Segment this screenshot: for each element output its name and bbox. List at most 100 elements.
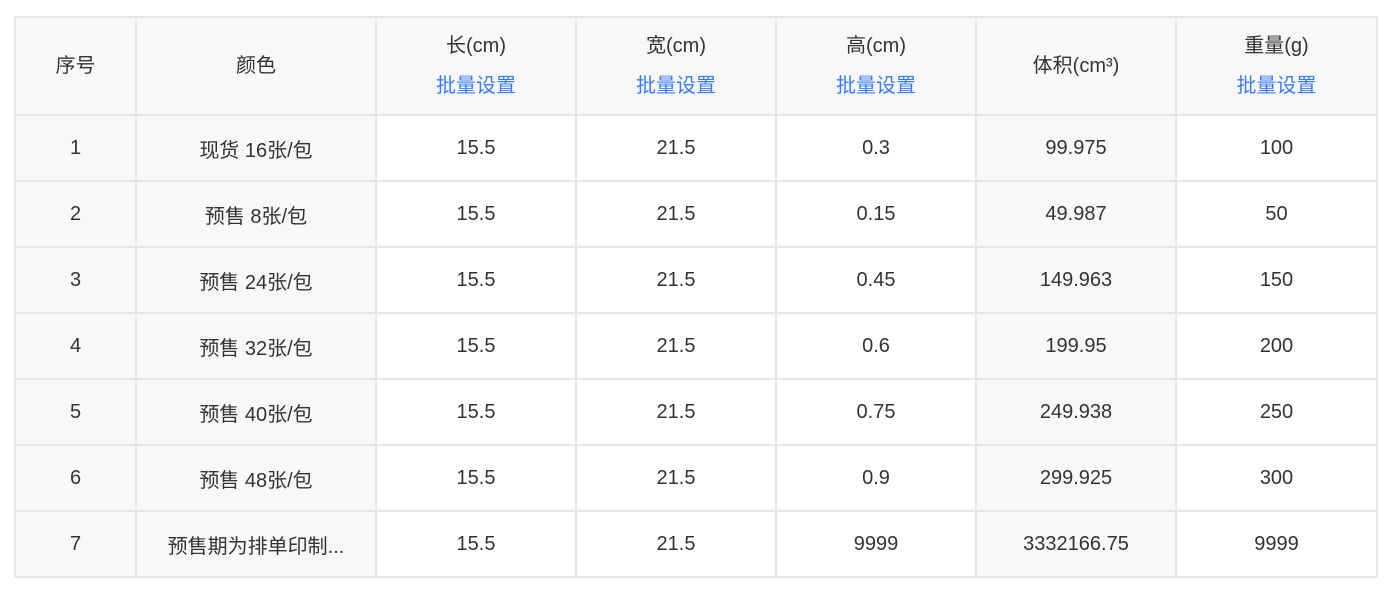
table-row: 3 预售 24张/包 15.5 21.5 0.45 149.963 150 — [14, 246, 1378, 314]
cell-index-value: 3 — [69, 268, 82, 291]
cell-width-value: 21.5 — [656, 334, 696, 357]
cell-color-value: 预售 24张/包 — [199, 271, 313, 294]
header-weight: 重量(g) 批量设置 — [1175, 16, 1378, 116]
cell-width-value: 21.5 — [656, 400, 696, 423]
cell-index: 3 — [14, 246, 137, 314]
cell-color-value: 预售 48张/包 — [199, 469, 313, 492]
cell-width: 21.5 — [575, 246, 777, 314]
cell-index: 4 — [14, 312, 137, 380]
cell-color-value: 预售期为排单印制... — [167, 535, 345, 558]
cell-weight: 100 — [1175, 114, 1378, 182]
cell-weight-value: 9999 — [1254, 532, 1299, 555]
header-label: 颜色 — [236, 55, 276, 77]
cell-volume: 3332166.75 — [975, 510, 1177, 578]
cell-color-value: 预售 8张/包 — [204, 205, 308, 228]
cell-color: 现货 16张/包 — [135, 114, 377, 182]
spec-table: 序号 颜色 长(cm) 批量设置 宽(cm) 批量设置 高(cm) 批量设置 体积(cm³) 重量… — [14, 16, 1378, 578]
cell-color-value: 预售 40张/包 — [199, 403, 313, 426]
cell-color: 预售期为排单印制... — [135, 510, 377, 578]
cell-index: 6 — [14, 444, 137, 512]
cell-index: 5 — [14, 378, 137, 446]
cell-length: 15.5 — [375, 114, 577, 182]
cell-height: 0.75 — [775, 378, 977, 446]
cell-color: 预售 40张/包 — [135, 378, 377, 446]
cell-volume-value: 199.95 — [1045, 334, 1107, 357]
cell-length: 15.5 — [375, 312, 577, 380]
table-row: 1 现货 16张/包 15.5 21.5 0.3 99.975 100 — [14, 114, 1378, 182]
cell-weight: 250 — [1175, 378, 1378, 446]
cell-volume: 149.963 — [975, 246, 1177, 314]
header-width: 宽(cm) 批量设置 — [575, 16, 777, 116]
cell-weight-value: 50 — [1265, 202, 1288, 225]
cell-height: 9999 — [775, 510, 977, 578]
cell-height: 0.9 — [775, 444, 977, 512]
batch-set-width-link[interactable]: 批量设置 — [636, 75, 716, 97]
cell-index-value: 2 — [69, 202, 82, 225]
header-height: 高(cm) 批量设置 — [775, 16, 977, 116]
cell-color: 预售 24张/包 — [135, 246, 377, 314]
table-row: 5 预售 40张/包 15.5 21.5 0.75 249.938 250 — [14, 378, 1378, 446]
cell-length-value: 15.5 — [456, 268, 496, 291]
header-label: 宽(cm) — [646, 35, 706, 57]
cell-length-value: 15.5 — [456, 532, 496, 555]
cell-weight-value: 200 — [1259, 334, 1294, 357]
header-label: 体积(cm³) — [1032, 55, 1120, 77]
cell-weight-value: 150 — [1259, 268, 1294, 291]
cell-height-value: 9999 — [853, 532, 899, 555]
header-index: 序号 — [14, 16, 137, 116]
cell-volume: 199.95 — [975, 312, 1177, 380]
cell-volume-value: 249.938 — [1039, 400, 1113, 423]
cell-index-value: 1 — [69, 136, 82, 159]
header-label: 序号 — [55, 55, 96, 77]
header-label: 长(cm) — [446, 35, 506, 57]
cell-width-value: 21.5 — [656, 136, 696, 159]
table-row: 2 预售 8张/包 15.5 21.5 0.15 49.987 50 — [14, 180, 1378, 248]
cell-width-value: 21.5 — [656, 202, 696, 225]
cell-volume: 99.975 — [975, 114, 1177, 182]
cell-volume: 49.987 — [975, 180, 1177, 248]
cell-index: 7 — [14, 510, 137, 578]
batch-set-weight-link[interactable]: 批量设置 — [1236, 75, 1317, 97]
cell-weight-value: 300 — [1259, 466, 1294, 489]
header-label: 重量(g) — [1244, 35, 1309, 57]
cell-length: 15.5 — [375, 510, 577, 578]
header-row: 序号 颜色 长(cm) 批量设置 宽(cm) 批量设置 高(cm) 批量设置 体积(cm³) 重量… — [14, 16, 1378, 116]
cell-length-value: 15.5 — [456, 400, 496, 423]
batch-set-length-link[interactable]: 批量设置 — [436, 75, 516, 97]
table-row: 6 预售 48张/包 15.5 21.5 0.9 299.925 300 — [14, 444, 1378, 512]
cell-color: 预售 48张/包 — [135, 444, 377, 512]
cell-color: 预售 32张/包 — [135, 312, 377, 380]
cell-height: 0.15 — [775, 180, 977, 248]
cell-volume-value: 299.925 — [1039, 466, 1113, 489]
cell-height-value: 0.45 — [856, 268, 896, 291]
cell-width-value: 21.5 — [656, 466, 696, 489]
cell-length-value: 15.5 — [456, 202, 496, 225]
cell-width: 21.5 — [575, 444, 777, 512]
cell-width: 21.5 — [575, 312, 777, 380]
cell-index: 2 — [14, 180, 137, 248]
cell-length: 15.5 — [375, 246, 577, 314]
header-label: 高(cm) — [846, 35, 906, 57]
cell-height-value: 0.9 — [862, 466, 890, 489]
cell-height: 0.3 — [775, 114, 977, 182]
cell-volume-value: 49.987 — [1045, 202, 1107, 225]
header-volume: 体积(cm³) — [975, 16, 1177, 116]
cell-volume-value: 149.963 — [1039, 268, 1113, 291]
cell-height-value: 0.6 — [862, 334, 890, 357]
cell-width-value: 21.5 — [656, 532, 696, 555]
cell-volume-value: 99.975 — [1045, 136, 1107, 159]
cell-width: 21.5 — [575, 378, 777, 446]
cell-width: 21.5 — [575, 510, 777, 578]
cell-index-value: 5 — [69, 400, 82, 423]
header-length: 长(cm) 批量设置 — [375, 16, 577, 116]
table-row: 7 预售期为排单印制... 15.5 21.5 9999 3332166.75 9999 — [14, 510, 1378, 578]
cell-height-value: 0.75 — [856, 400, 896, 423]
cell-height: 0.6 — [775, 312, 977, 380]
cell-weight-value: 250 — [1259, 400, 1294, 423]
cell-length: 15.5 — [375, 180, 577, 248]
batch-set-height-link[interactable]: 批量设置 — [836, 75, 916, 97]
cell-weight: 150 — [1175, 246, 1378, 314]
cell-weight-value: 100 — [1259, 136, 1294, 159]
cell-weight: 50 — [1175, 180, 1378, 248]
cell-length-value: 15.5 — [456, 466, 496, 489]
